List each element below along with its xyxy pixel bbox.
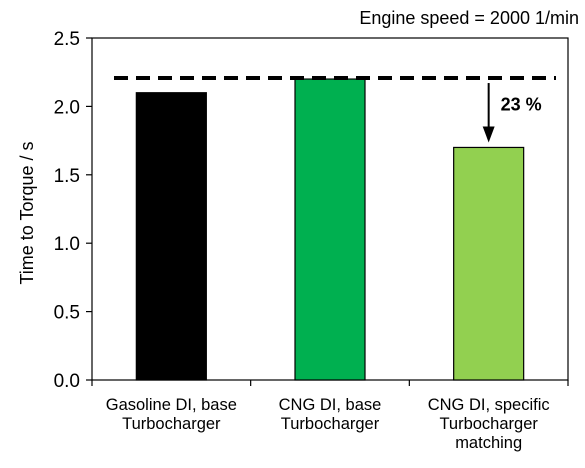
x-category-label-line: matching bbox=[455, 434, 522, 452]
x-category-label-line: CNG DI, specific bbox=[428, 396, 550, 414]
x-category-label-line: Turbocharger bbox=[122, 415, 221, 433]
bar bbox=[135, 92, 207, 381]
y-tick-label: 1.5 bbox=[54, 166, 80, 187]
y-tick-label: 0.5 bbox=[54, 303, 80, 324]
x-category-label-line: Turbocharger bbox=[281, 415, 380, 433]
y-axis: 0.0 0.5 1.0 1.5 2.0 2.5 bbox=[54, 29, 92, 392]
x-category-label-line: Gasoline DI, base bbox=[106, 396, 237, 414]
y-axis-title: Time to Torque / s bbox=[17, 141, 37, 284]
x-category-label-line: CNG DI, base bbox=[279, 396, 382, 414]
reduction-arrow-head bbox=[482, 126, 495, 143]
bars bbox=[135, 78, 525, 381]
engine-speed-annotation: Engine speed = 2000 1/min bbox=[359, 8, 579, 28]
y-tick-label: 2.5 bbox=[54, 29, 80, 50]
reduction-percent-label: 23 % bbox=[501, 95, 542, 115]
y-tick-label: 0.0 bbox=[54, 371, 80, 392]
y-tick-label: 1.0 bbox=[54, 234, 80, 255]
y-tick-label: 2.0 bbox=[54, 97, 80, 118]
x-category-label-line: Turbocharger bbox=[439, 415, 538, 433]
bar bbox=[294, 78, 366, 381]
bar bbox=[453, 146, 525, 381]
